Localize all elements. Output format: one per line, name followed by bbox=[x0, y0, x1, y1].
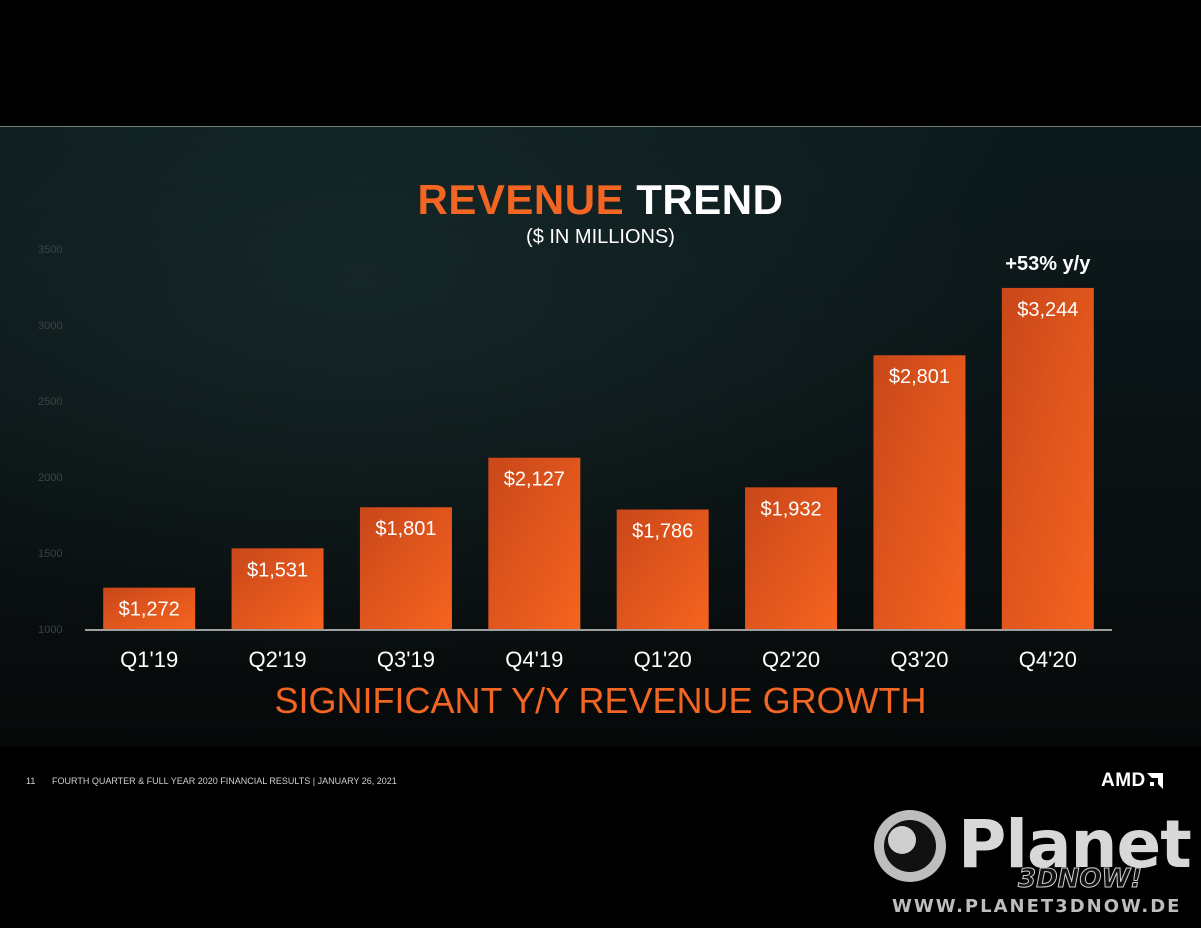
amd-logo: AMD bbox=[1101, 770, 1163, 792]
y-axis: 1000 1500 2000 2500 3000 3500 bbox=[38, 244, 62, 636]
header-divider bbox=[0, 126, 1201, 127]
y-tick-label: 3500 bbox=[38, 244, 62, 256]
footer-band bbox=[0, 747, 1201, 928]
chart-subtitle: ($ IN MILLIONS) bbox=[526, 226, 675, 248]
bar-value-label: $1,786 bbox=[632, 521, 693, 543]
watermark-url: WWW.PLANET3DNOW.DE bbox=[892, 896, 1182, 917]
amd-logo-text: AMD bbox=[1101, 770, 1146, 791]
bar bbox=[231, 548, 324, 629]
bar bbox=[359, 507, 452, 629]
title-rest: TREND bbox=[636, 176, 784, 223]
bar bbox=[873, 355, 966, 629]
growth-annotation: +53% y/y bbox=[1005, 253, 1091, 275]
bar-value-label: $1,932 bbox=[760, 498, 821, 520]
header-band bbox=[0, 0, 1201, 126]
y-tick-label: 2500 bbox=[38, 396, 62, 408]
background-panel bbox=[0, 127, 1201, 747]
bar bbox=[103, 587, 196, 629]
x-tick-label: Q4'19 bbox=[505, 647, 563, 672]
x-axis-labels: Q1'19 Q2'19 Q3'19 Q4'19 Q1'20 Q2'20 Q3'20 Q4'20 bbox=[120, 647, 1077, 672]
bar-value-label: $1,272 bbox=[119, 599, 180, 621]
bar-value-label: $1,531 bbox=[247, 559, 308, 581]
bar-value-label: $1,801 bbox=[375, 518, 436, 540]
bar bbox=[1001, 287, 1094, 629]
x-tick-label: Q1'19 bbox=[120, 647, 178, 672]
bar bbox=[488, 457, 581, 629]
bar-value-label: $2,127 bbox=[504, 469, 565, 491]
bar bbox=[616, 509, 709, 629]
y-tick-label: 3000 bbox=[38, 320, 62, 332]
y-tick-label: 1500 bbox=[38, 548, 62, 560]
x-tick-label: Q4'20 bbox=[1019, 647, 1077, 672]
bar bbox=[745, 487, 838, 629]
title-highlight: REVENUE bbox=[417, 176, 625, 223]
bar-value-label: $3,244 bbox=[1017, 299, 1078, 321]
y-tick-label: 2000 bbox=[38, 472, 62, 484]
watermark-name: Planet bbox=[958, 806, 1192, 883]
x-tick-label: Q3'20 bbox=[890, 647, 948, 672]
page-number: 11 bbox=[26, 776, 36, 786]
amd-arrow-icon bbox=[1146, 772, 1163, 789]
planet-logo-icon bbox=[874, 810, 946, 882]
x-tick-label: Q2'20 bbox=[762, 647, 820, 672]
bar-group: $1,272 $1,531 $1,801 $2,127 $1,786 $1,932 $2,8… bbox=[103, 253, 1094, 629]
footer-text: FOURTH QUARTER & FULL YEAR 2020 FINANCIA… bbox=[52, 776, 397, 786]
bar-value-label: $2,801 bbox=[889, 366, 950, 388]
y-tick-label: 1000 bbox=[38, 624, 62, 636]
chart-title: REVENUE TREND bbox=[0, 176, 1201, 224]
watermark: Planet 3DNOW! WWW.PLANET3DNOW.DE bbox=[870, 806, 1192, 921]
x-tick-label: Q3'19 bbox=[377, 647, 435, 672]
x-tick-label: Q2'19 bbox=[249, 647, 307, 672]
watermark-sub: 3DNOW! bbox=[1017, 864, 1143, 895]
growth-headline: SIGNIFICANT Y/Y REVENUE GROWTH bbox=[274, 680, 927, 721]
x-tick-label: Q1'20 bbox=[634, 647, 692, 672]
